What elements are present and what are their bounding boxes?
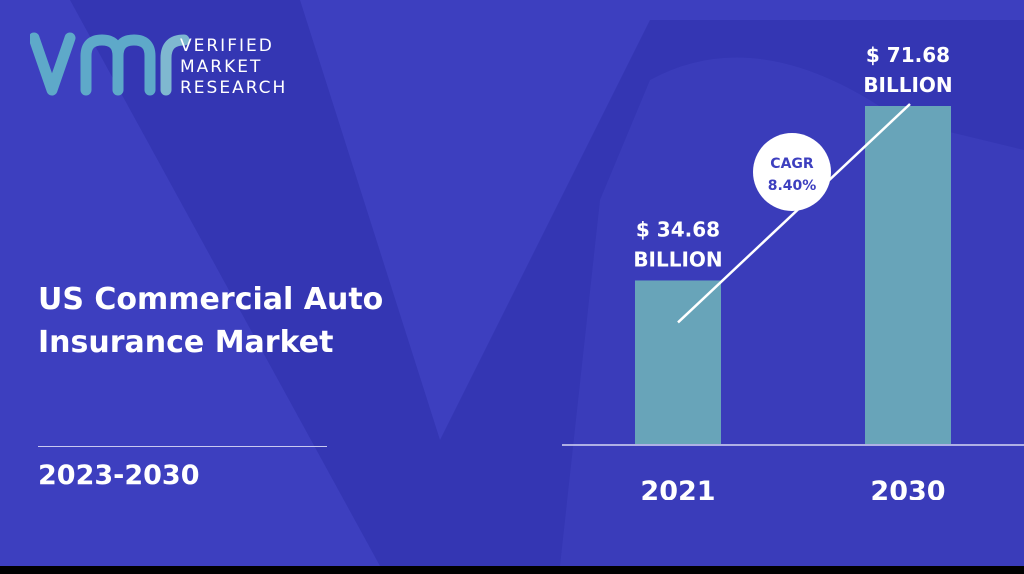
vmr-logo-mark	[30, 32, 190, 96]
brand-name-line-1: VERIFIED	[180, 36, 274, 56]
cagr-badge	[753, 133, 831, 211]
report-title-line-1: US Commercial Auto	[38, 282, 384, 317]
market-size-bar-chart: $ 34.68 BILLION 2021 $ 71.68 BILLION 2030 CAGR…	[562, 43, 1024, 500]
category-label-2021: 2021	[640, 476, 715, 500]
brand-name-line-2: MARKET	[180, 57, 263, 77]
bar-2021	[635, 280, 721, 444]
brand-name: VERIFIED MARKET RESEARCH	[180, 36, 330, 99]
cagr-label-line-1: CAGR	[770, 156, 814, 172]
data-label-2030-line-1: $ 71.68	[866, 43, 950, 67]
bar-2030	[865, 106, 951, 444]
title-divider	[38, 446, 327, 447]
data-label-2021-line-2: BILLION	[633, 247, 722, 271]
cagr-label-line-2: 8.40%	[768, 178, 817, 194]
category-label-2030: 2030	[870, 476, 945, 500]
report-title-line-2: Insurance Market	[38, 325, 334, 360]
forecast-period: 2023-2030	[38, 460, 200, 491]
data-label-2021-line-1: $ 34.68	[636, 217, 720, 241]
data-label-2030-line-2: BILLION	[863, 73, 952, 97]
brand-name-line-3: RESEARCH	[180, 78, 288, 98]
report-title: US Commercial Auto Insurance Market	[38, 278, 498, 364]
cagr-trend-line	[677, 103, 911, 324]
